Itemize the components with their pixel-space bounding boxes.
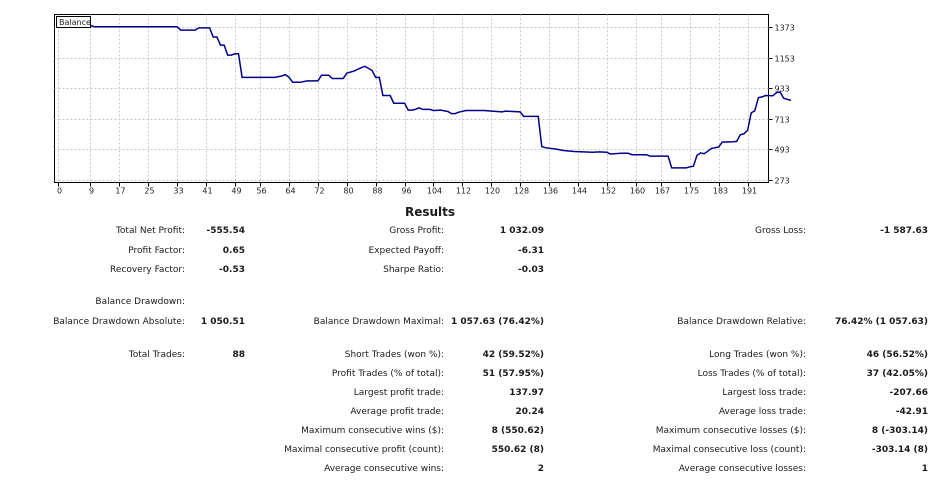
results-title: Results xyxy=(404,205,456,219)
x-tick-label: 56 xyxy=(256,187,266,196)
x-tick-label: 64 xyxy=(285,187,295,196)
y-tick-label: 933 xyxy=(775,85,790,94)
y-tick-label: 1373 xyxy=(775,24,795,33)
maximal-consecutive-loss-value: -303.14 (8) xyxy=(871,445,928,455)
max-consecutive-losses-value: 8 (-303.14) xyxy=(871,426,928,436)
legend-label: Balance xyxy=(59,18,91,27)
average-consecutive-wins-value: 2 xyxy=(537,464,544,474)
balance-line xyxy=(58,23,792,169)
x-tick-label: 25 xyxy=(144,187,154,196)
grid-lines xyxy=(54,14,769,183)
x-tick-label: 80 xyxy=(343,187,353,196)
max-consecutive-wins-value: 8 (550.62) xyxy=(491,426,544,436)
balance-drawdown-absolute-value: 1 050.51 xyxy=(200,317,245,327)
x-tick-label: 41 xyxy=(202,187,212,196)
short-trades-label: Short Trades (won %): xyxy=(344,350,444,360)
x-tick-label: 33 xyxy=(173,187,183,196)
largest-profit-trade-label: Largest profit trade: xyxy=(353,388,444,398)
y-tick-label: 1153 xyxy=(775,55,795,64)
balance-chart: 0 9 17 25 33 41 49 56 64 72 80 88 96 104 112 120 128 136 1… xyxy=(54,14,795,196)
recovery-factor-label: Recovery Factor: xyxy=(109,265,185,275)
legend-box xyxy=(56,16,91,28)
x-tick-label: 128 xyxy=(514,187,529,196)
sharpe-ratio-label: Sharpe Ratio: xyxy=(383,265,444,275)
total-net-profit-value: -555.54 xyxy=(206,226,245,236)
expected-payoff-value: -6.31 xyxy=(518,246,544,256)
average-profit-trade-label: Average profit trade: xyxy=(350,407,444,417)
gross-profit-value: 1 032.09 xyxy=(499,226,544,236)
recovery-factor-value: -0.53 xyxy=(219,265,245,275)
x-tick-label: 0 xyxy=(57,187,62,196)
expected-payoff-label: Expected Payoff: xyxy=(368,246,444,256)
x-tick-label: 17 xyxy=(115,187,125,196)
balance-drawdown-absolute-label: Balance Drawdown Absolute: xyxy=(53,317,185,327)
average-loss-trade-value: -42.91 xyxy=(895,407,928,417)
total-trades-label: Total Trades: xyxy=(128,350,185,360)
y-tick-label: 493 xyxy=(775,146,790,155)
x-axis: 0 9 17 25 33 41 49 56 64 72 80 88 96 104 112 120 128 136 1… xyxy=(57,182,757,196)
x-tick-label: 152 xyxy=(601,187,616,196)
x-tick-label: 167 xyxy=(655,187,670,196)
y-tick-label: 713 xyxy=(775,116,790,125)
max-consecutive-wins-label: Maximum consecutive wins ($): xyxy=(301,426,444,436)
maximal-consecutive-profit-label: Maximal consecutive profit (count): xyxy=(284,445,444,455)
largest-loss-trade-label: Largest loss trade: xyxy=(722,388,806,398)
short-trades-value: 42 (59.52%) xyxy=(482,350,544,360)
x-tick-label: 112 xyxy=(456,187,471,196)
maximal-consecutive-profit-value: 550.62 (8) xyxy=(491,445,544,455)
average-consecutive-losses-label: Average consecutive losses: xyxy=(678,464,806,474)
balance-drawdown-maximal-label: Balance Drawdown Maximal: xyxy=(313,317,444,327)
x-tick-label: 72 xyxy=(314,187,324,196)
largest-loss-trade-value: -207.66 xyxy=(889,388,928,398)
long-trades-value: 46 (56.52%) xyxy=(866,350,928,360)
x-tick-label: 49 xyxy=(231,187,241,196)
balance-drawdown-maximal-value: 1 057.63 (76.42%) xyxy=(451,317,544,327)
average-profit-trade-value: 20.24 xyxy=(515,407,544,417)
x-tick-label: 144 xyxy=(572,187,587,196)
x-tick-label: 96 xyxy=(401,187,411,196)
max-consecutive-losses-label: Maximum consecutive losses ($): xyxy=(655,426,806,436)
balance-drawdown-relative-label: Balance Drawdown Relative: xyxy=(677,317,806,327)
average-consecutive-losses-value: 1 xyxy=(921,464,928,474)
total-trades-value: 88 xyxy=(232,350,245,360)
gross-loss-value: -1 587.63 xyxy=(880,226,928,236)
total-net-profit-label: Total Net Profit: xyxy=(115,226,185,236)
x-tick-label: 88 xyxy=(372,187,382,196)
y-tick-label: 273 xyxy=(775,177,790,186)
x-tick-label: 160 xyxy=(630,187,645,196)
maximal-consecutive-loss-label: Maximal consecutive loss (count): xyxy=(652,445,806,455)
profit-trades-label: Profit Trades (% of total): xyxy=(331,369,444,379)
loss-trades-value: 37 (42.05%) xyxy=(866,369,928,379)
x-tick-label: 136 xyxy=(543,187,558,196)
largest-profit-trade-value: 137.97 xyxy=(509,388,544,398)
average-loss-trade-label: Average loss trade: xyxy=(718,407,806,417)
x-tick-label: 9 xyxy=(89,187,94,196)
gross-profit-label: Gross Profit: xyxy=(389,226,444,236)
sharpe-ratio-value: -0.03 xyxy=(518,265,544,275)
profit-factor-label: Profit Factor: xyxy=(128,246,185,256)
profit-factor-value: 0.65 xyxy=(222,246,245,256)
x-tick-label: 104 xyxy=(427,187,442,196)
gross-loss-label: Gross Loss: xyxy=(755,226,806,236)
x-tick-label: 183 xyxy=(713,187,728,196)
plot-frame xyxy=(54,14,769,183)
average-consecutive-wins-label: Average consecutive wins: xyxy=(324,464,444,474)
x-tick-label: 120 xyxy=(485,187,500,196)
balance-drawdown-label: Balance Drawdown: xyxy=(95,297,185,307)
y-axis: 273 493 713 933 1153 1373 xyxy=(768,24,795,186)
x-tick-label: 191 xyxy=(742,187,757,196)
long-trades-label: Long Trades (won %): xyxy=(709,350,806,360)
loss-trades-label: Loss Trades (% of total): xyxy=(697,369,806,379)
balance-drawdown-relative-value: 76.42% (1 057.63) xyxy=(835,317,928,327)
profit-trades-value: 51 (57.95%) xyxy=(482,369,544,379)
x-tick-label: 175 xyxy=(684,187,699,196)
